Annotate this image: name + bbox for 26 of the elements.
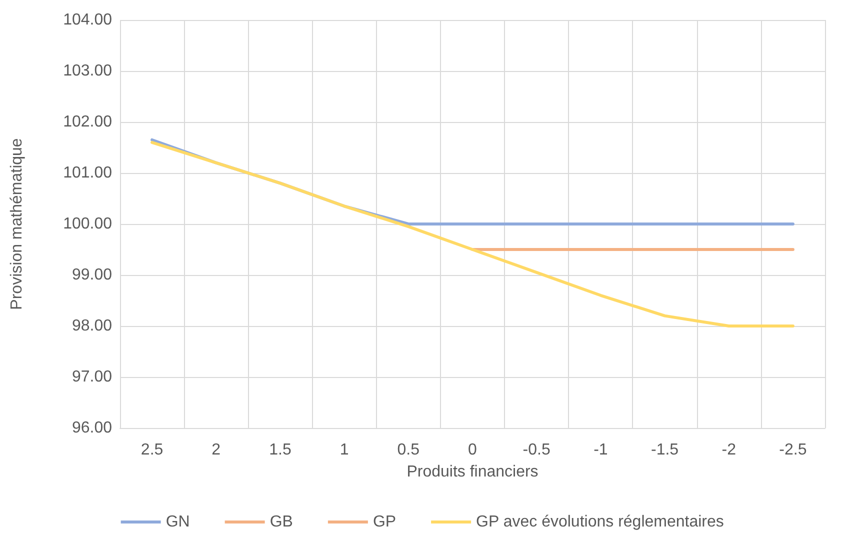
y-tick-label: 104.00 xyxy=(63,12,112,28)
y-tick-label: 100.00 xyxy=(63,216,112,232)
legend-label: GP xyxy=(372,514,396,530)
y-tick-label: 102.00 xyxy=(63,114,112,130)
x-tick-label: 2.5 xyxy=(140,442,164,458)
x-tick-label: 2 xyxy=(212,442,221,458)
y-tick-label: 103.00 xyxy=(63,62,112,80)
y-tick-label: 99.00 xyxy=(72,266,112,284)
x-tick-label: 1 xyxy=(340,442,349,458)
x-tick-label: -1.5 xyxy=(650,442,679,458)
x-tick-label: -2 xyxy=(722,442,736,458)
legend-label: GB xyxy=(270,514,293,530)
x-tick-label: 1.5 xyxy=(269,442,292,458)
x-axis-title: Produits financiers xyxy=(406,464,538,480)
y-tick-label: 98.00 xyxy=(72,318,112,334)
y-tick-label: 97.00 xyxy=(72,368,112,386)
x-tick-label: 0.5 xyxy=(397,442,420,458)
y-axis-title: Provision mathématique xyxy=(8,138,26,310)
x-tick-label: -2.5 xyxy=(779,442,807,458)
y-tick-label: 96.00 xyxy=(72,420,112,436)
y-tick-label: 101.00 xyxy=(63,164,112,182)
legend-label: GP avec évolutions réglementaires xyxy=(476,514,724,530)
x-tick-label: 0 xyxy=(468,442,478,458)
x-tick-label: -0.5 xyxy=(522,442,550,458)
legend-label: GN xyxy=(166,514,190,530)
x-tick-label: -1 xyxy=(594,442,608,458)
